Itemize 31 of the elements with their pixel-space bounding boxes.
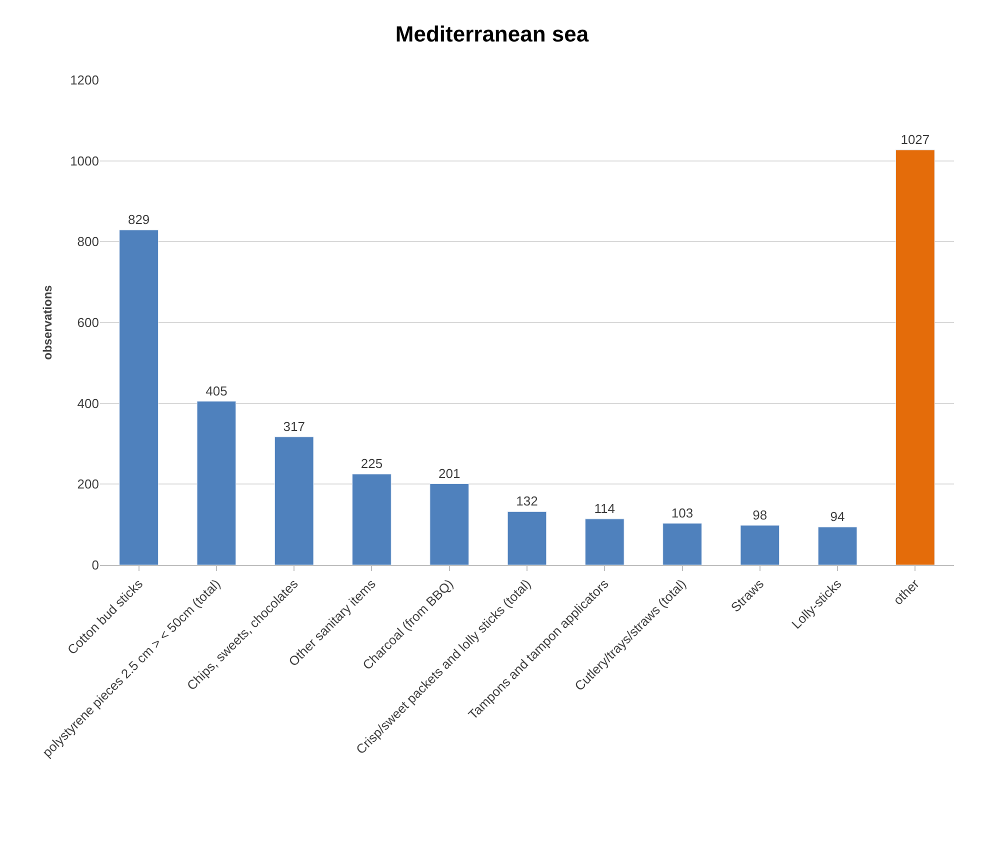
bar (662, 523, 702, 565)
data-label: 1027 (900, 132, 930, 147)
y-tick-label: 1000 (70, 153, 99, 168)
data-label: 114 (594, 500, 616, 516)
bar (430, 484, 470, 565)
y-tick-label: 800 (77, 234, 99, 250)
y-tick-label: 1200 (70, 72, 99, 88)
data-label: 132 (516, 494, 538, 509)
data-label: 94 (830, 509, 845, 524)
y-tick-label: 200 (77, 476, 99, 492)
bar (584, 518, 624, 565)
bar (352, 474, 392, 565)
bar (119, 230, 158, 565)
data-label: 225 (360, 456, 383, 472)
bar (196, 401, 236, 565)
y-tick-label: 400 (77, 396, 99, 411)
data-label: 405 (206, 383, 228, 398)
bar (896, 150, 935, 565)
y-tick-label: 0 (92, 558, 99, 573)
data-label: 317 (283, 418, 305, 434)
data-label: 201 (438, 466, 460, 481)
bar (740, 525, 780, 565)
data-label: 103 (671, 505, 694, 520)
bar (274, 436, 314, 565)
data-label: 98 (752, 507, 768, 522)
data-label: 829 (128, 212, 150, 227)
bar (507, 511, 547, 565)
chart-title: Mediterranean sea (395, 21, 590, 46)
y-tick-label: 600 (77, 315, 99, 330)
y-axis-title: observations (40, 284, 54, 360)
bar (818, 526, 858, 565)
